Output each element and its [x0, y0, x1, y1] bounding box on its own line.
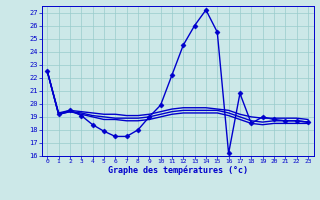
- X-axis label: Graphe des températures (°c): Graphe des températures (°c): [108, 166, 248, 175]
